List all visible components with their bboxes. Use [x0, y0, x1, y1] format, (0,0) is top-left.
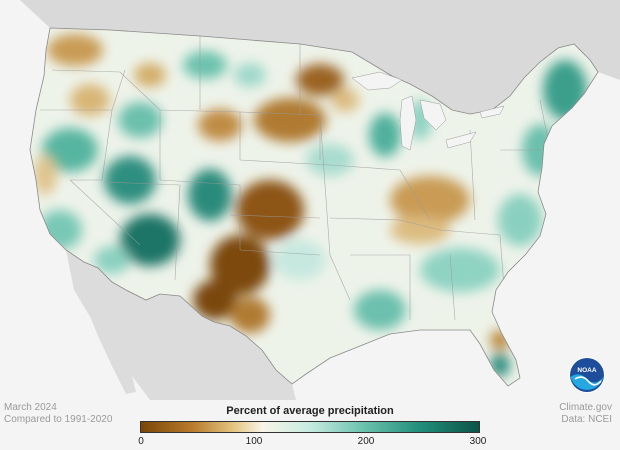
legend-colorbar — [140, 421, 480, 433]
caption-date: March 2024 — [4, 402, 57, 413]
precipitation-map — [20, 0, 620, 400]
source-credit: Climate.gov Data: NCEI — [559, 402, 612, 426]
map-caption: March 2024 Compared to 1991-2020 — [4, 402, 112, 426]
legend-tick-mid1: 100 — [245, 436, 263, 447]
great-lakes — [351, 71, 505, 151]
noaa-logo-icon: NOAA — [570, 358, 604, 392]
baja-peninsula — [72, 262, 136, 394]
credit-site: Climate.gov — [559, 402, 612, 413]
caption-baseline: Compared to 1991-2020 — [4, 414, 113, 425]
legend-tick-min: 0 — [138, 436, 144, 447]
noaa-logo: NOAA — [569, 357, 605, 393]
credit-data: Data: NCEI — [561, 414, 612, 425]
legend-title: Percent of average precipitation — [226, 405, 394, 417]
legend-tick-max: 300 — [469, 436, 487, 447]
canada-landmass — [20, 0, 620, 114]
legend-tick-mid2: 200 — [357, 436, 375, 447]
noaa-logo-text: NOAA — [577, 367, 596, 374]
